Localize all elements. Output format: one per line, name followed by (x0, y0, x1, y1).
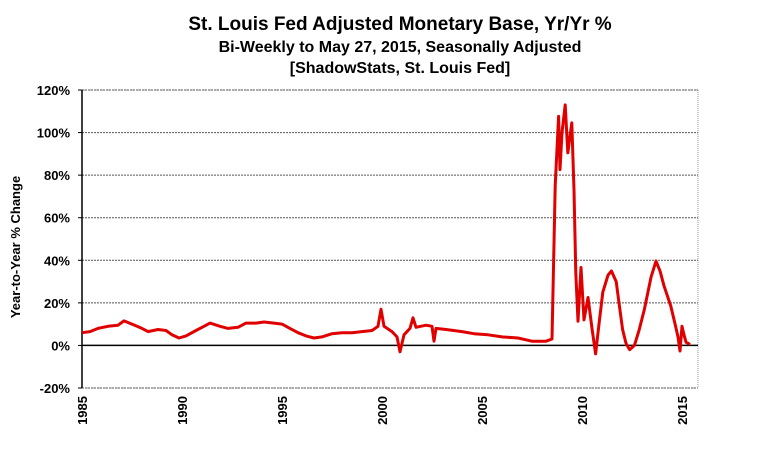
x-tick-label: 1985 (75, 396, 90, 425)
y-tick-label: 20% (44, 296, 70, 311)
x-tick-label: 2015 (675, 396, 690, 425)
chart-source: [ShadowStats, St. Louis Fed] (290, 60, 510, 77)
x-tick-label: 1995 (275, 396, 290, 425)
y-tick-label: 60% (44, 211, 70, 226)
series-line (81, 103, 691, 356)
y-tick-label: 100% (37, 126, 71, 141)
y-tick-label: 0% (51, 338, 70, 353)
chart-title: St. Louis Fed Adjusted Monetary Base, Yr… (188, 14, 611, 35)
y-tick-label: 120% (37, 83, 71, 98)
y-tick-label: 80% (44, 168, 70, 183)
y-tick-label: 40% (44, 253, 70, 268)
x-tick-label: 2005 (475, 396, 490, 425)
plot-border (81, 89, 699, 389)
y-tick-label: -20% (40, 381, 71, 396)
x-tick-label: 2010 (575, 396, 590, 425)
y-axis-label: Year-to-Year % Change (8, 176, 23, 318)
chart-subtitle: Bi-Weekly to May 27, 2015, Seasonally Ad… (219, 39, 582, 56)
x-tick-label: 2000 (375, 396, 390, 425)
x-tick-label: 1990 (175, 396, 190, 425)
